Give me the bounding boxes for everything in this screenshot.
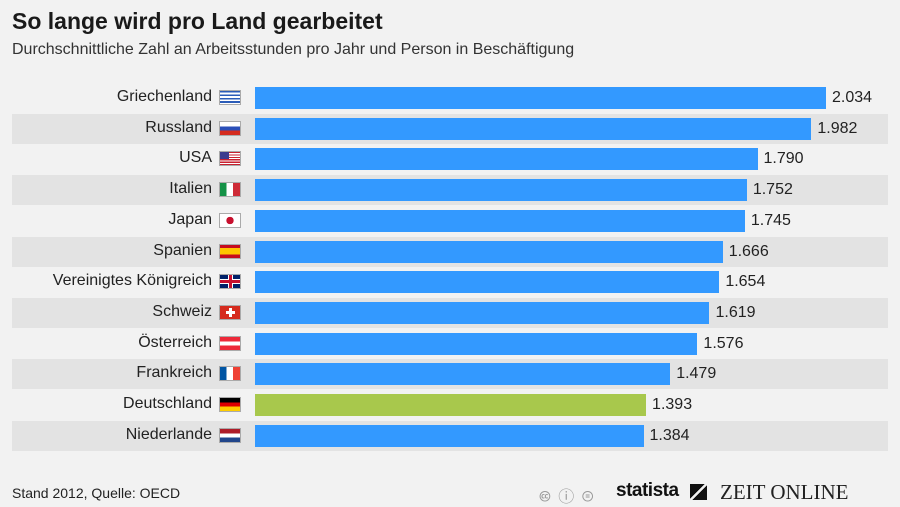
flag-es-icon [219, 243, 241, 259]
value-label: 1.654 [725, 273, 766, 291]
value-label: 1.619 [715, 303, 756, 321]
flag-gb-icon [219, 274, 241, 290]
bar [255, 363, 671, 386]
value-label: 1.982 [817, 119, 858, 137]
flag-at-icon [219, 335, 241, 351]
category-label: Russland [145, 118, 212, 136]
bar [255, 271, 720, 294]
category-label: Schweiz [152, 302, 212, 320]
bar [255, 87, 826, 109]
flag-it-icon [219, 182, 241, 198]
value-label: 1.479 [676, 365, 717, 383]
bar [255, 179, 747, 202]
category-label: Griechenland [116, 88, 212, 105]
value-label: 1.745 [750, 211, 791, 229]
category-label: Deutschland [123, 395, 212, 412]
flag-fr-icon [219, 366, 241, 382]
bar [255, 301, 710, 324]
bar [255, 117, 812, 140]
category-label: Italien [169, 180, 212, 198]
category-label: Spanien [153, 241, 212, 259]
bar [255, 394, 647, 416]
flag-nl-icon [219, 427, 241, 443]
flag-us-icon [219, 151, 241, 167]
value-label: 1.576 [703, 334, 744, 352]
flag-ru-icon [219, 120, 241, 136]
flag-jp-icon [219, 212, 241, 228]
category-label: Österreich [138, 333, 212, 351]
category-label: Japan [168, 210, 212, 228]
bar [255, 424, 644, 447]
category-label: Niederlande [125, 425, 212, 443]
bar [255, 148, 758, 171]
chart-title: So lange wird pro Land gearbeitet [12, 8, 383, 34]
category-label: Vereinigtes Königreich [52, 272, 212, 290]
statista-logo: statista [616, 480, 679, 501]
value-label: 1.666 [728, 242, 769, 260]
chart-subtitle: Durchschnittliche Zahl an Arbeitsstunden… [12, 41, 575, 58]
value-label: 1.384 [649, 426, 690, 444]
source-note: Stand 2012, Quelle: OECD [12, 485, 181, 501]
value-label: 1.752 [752, 181, 793, 199]
category-label: USA [179, 149, 212, 167]
bar [255, 209, 745, 232]
value-label: 1.790 [763, 150, 804, 168]
flag-gr-icon [219, 90, 241, 105]
flag-de-icon [219, 397, 241, 412]
creative-commons-icons: 🅭 ⓘ ⊜ [540, 489, 595, 506]
bar [255, 332, 698, 355]
bar [255, 240, 723, 263]
statista-logo-icon [690, 484, 707, 500]
value-label: 1.393 [652, 396, 693, 413]
category-label: Frankreich [136, 364, 212, 382]
zeit-online-logo: ZEIT ONLINE [720, 480, 849, 504]
flag-ch-icon [219, 304, 241, 320]
value-label: 2.034 [832, 89, 873, 106]
